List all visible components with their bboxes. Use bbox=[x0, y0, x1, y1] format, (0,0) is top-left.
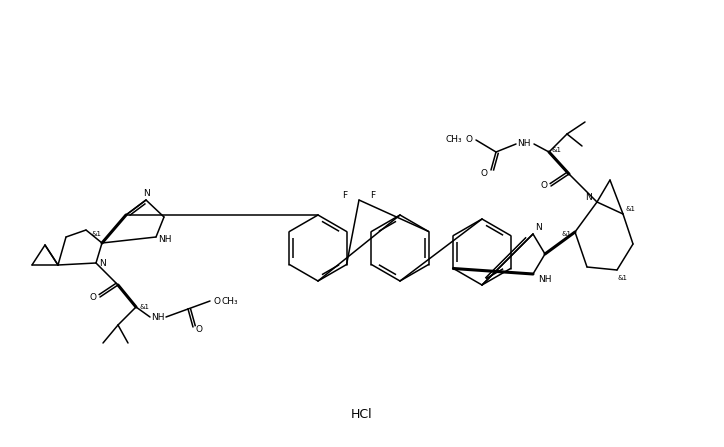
Text: N: N bbox=[100, 258, 106, 267]
Text: N: N bbox=[143, 189, 149, 198]
Text: NH: NH bbox=[159, 236, 172, 245]
Text: &1: &1 bbox=[91, 231, 101, 237]
Text: HCl: HCl bbox=[351, 409, 373, 422]
Text: CH₃: CH₃ bbox=[446, 135, 463, 144]
Text: &1: &1 bbox=[617, 275, 627, 281]
Text: O: O bbox=[541, 181, 547, 190]
Text: O: O bbox=[195, 325, 203, 333]
Text: O: O bbox=[481, 169, 487, 178]
Text: F: F bbox=[371, 191, 376, 201]
Text: &1: &1 bbox=[139, 304, 149, 310]
Text: O: O bbox=[90, 292, 96, 301]
Text: NH: NH bbox=[151, 312, 165, 321]
Text: &1: &1 bbox=[562, 231, 572, 237]
Text: N: N bbox=[586, 193, 592, 202]
Text: F: F bbox=[342, 191, 348, 201]
Text: NH: NH bbox=[538, 274, 552, 283]
Text: O: O bbox=[214, 296, 221, 305]
Text: O: O bbox=[466, 135, 473, 144]
Text: CH₃: CH₃ bbox=[222, 296, 238, 305]
Text: &1: &1 bbox=[552, 147, 562, 153]
Text: &1: &1 bbox=[626, 206, 636, 212]
Text: NH: NH bbox=[517, 139, 531, 148]
Text: N: N bbox=[534, 223, 542, 232]
